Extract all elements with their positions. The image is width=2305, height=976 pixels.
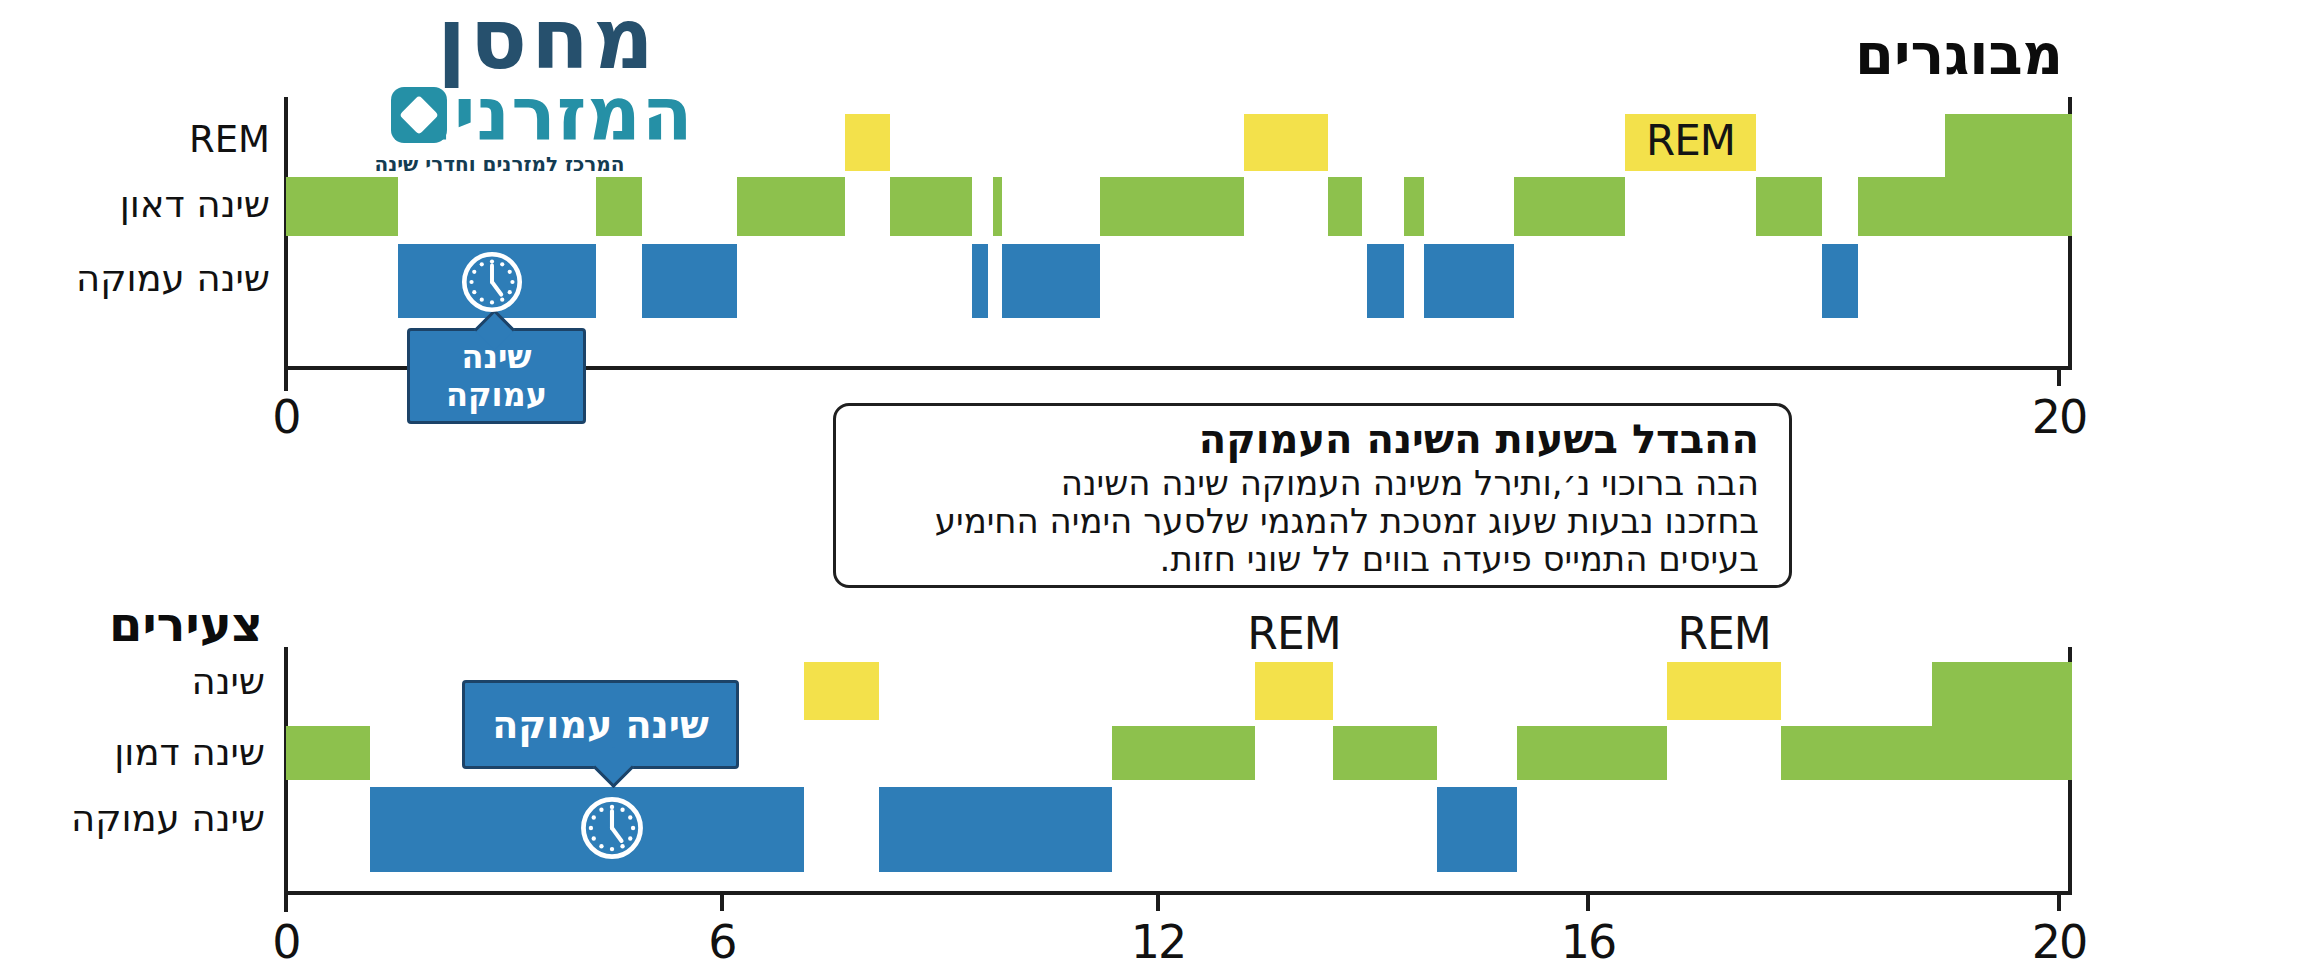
segment-rem (1255, 662, 1333, 720)
x-tick-label: 20 (1999, 915, 2119, 969)
info-box-title: ההבדל בשעות השינה העמוקה (1199, 416, 1759, 462)
segment-light (1756, 177, 1822, 236)
chart-title: מבוגרים (1639, 22, 2279, 87)
segment-light (993, 177, 1002, 236)
x-tick (2057, 895, 2061, 911)
brand-tagline: המרכז למזרנים וחדרי שינה (312, 152, 687, 176)
segment-light (1112, 726, 1255, 780)
segment-light (890, 177, 972, 236)
clock-icon (578, 794, 646, 862)
x-tick-label: 12 (1098, 915, 1218, 969)
brand-name-wrap: המזרנים (401, 78, 693, 148)
segment-deep (1437, 787, 1517, 872)
info-box-line: הבה ברוכוי נ׳,ותירל משינה העמוקה שינה הש… (879, 464, 1759, 502)
x-tick-label: 20 (1999, 390, 2119, 444)
segment-light (1514, 177, 1625, 236)
segment-deep (1367, 244, 1404, 318)
segment-light (1100, 177, 1244, 236)
clock-icon (459, 249, 525, 315)
segment-deep (879, 787, 1112, 872)
segment-light (286, 177, 398, 236)
info-box: ההבדל בשעות השינה העמוקה הבה ברוכוי נ׳,ו… (833, 403, 1792, 588)
segment-light (1404, 177, 1424, 236)
segment-light (1781, 726, 1932, 780)
y-axis-label: שינה דאון (0, 183, 270, 226)
x-tick (1586, 895, 1590, 911)
sleep-infographic: מחסן המזרנים המרכז למזרנים וחדרי שינה 0 2… (0, 0, 2305, 976)
callout-text: עמוקה (410, 376, 583, 414)
x-tick (1156, 895, 1160, 911)
segment-deep (1002, 244, 1100, 318)
x-tick-label: 0 (226, 390, 346, 444)
info-box-line: בחזכנו נבעות שעוג זמטכת להמגמי שלסער הימ… (879, 502, 1759, 540)
y-axis-label: שינה עמוקה (0, 257, 270, 300)
x-tick (284, 895, 288, 911)
brand-logo: מחסן המזרנים המרכז למזרנים וחדרי שינה (360, 0, 735, 176)
x-tick-label: 16 (1528, 915, 1648, 969)
segment-deep (642, 244, 737, 318)
brand-name-line2: המזרנים (360, 78, 735, 148)
segment-light (596, 177, 642, 236)
segment-tall (1945, 114, 2072, 236)
clock-icon (459, 249, 525, 319)
segment-tall (1932, 662, 2072, 780)
x-tick (720, 895, 724, 911)
y-axis-line (284, 97, 288, 391)
y-axis-label: REM (0, 118, 270, 161)
segment-light (1858, 177, 1945, 236)
chart-title: צעירים (0, 596, 506, 652)
segment-deep (1424, 244, 1514, 318)
info-box-body: הבה ברוכוי נ׳,ותירל משינה העמוקה שינה הש… (879, 464, 1759, 578)
deep-sleep-callout: שינה עמוקה (462, 680, 739, 769)
brand-name-line1: מחסן (360, 0, 735, 78)
rem-label: REM (1194, 608, 1394, 659)
x-tick-label: 6 (662, 915, 782, 969)
pillow-star-icon (399, 95, 439, 135)
segment-light (286, 726, 370, 780)
info-box-line: בעיסים התמייס פיעדה בווים לל שוני חזות. (879, 540, 1759, 578)
pillow-icon (391, 87, 447, 143)
x-tick (284, 370, 288, 386)
y-axis-label: שינה עמוקה (0, 797, 265, 840)
y-axis-label: שינה דמון (0, 731, 265, 774)
callout-text: שינה עמוקה (465, 703, 736, 747)
segment-rem (1667, 662, 1781, 720)
x-tick (2057, 370, 2061, 386)
segment-rem (845, 114, 890, 171)
segment-light (1517, 726, 1667, 780)
y-axis-label: שינה (0, 660, 265, 703)
segment-rem (804, 662, 879, 720)
x-tick-label: 0 (226, 915, 346, 969)
segment-rem (1244, 114, 1328, 171)
segment-light (1333, 726, 1437, 780)
rem-label: REM (1624, 608, 1824, 659)
segment-deep (1822, 244, 1858, 318)
x-axis-line (284, 891, 2072, 895)
rem-label: REM (1591, 116, 1791, 165)
clock-icon (578, 794, 646, 866)
segment-deep (972, 244, 988, 318)
segment-light (1328, 177, 1362, 236)
segment-light (737, 177, 845, 236)
